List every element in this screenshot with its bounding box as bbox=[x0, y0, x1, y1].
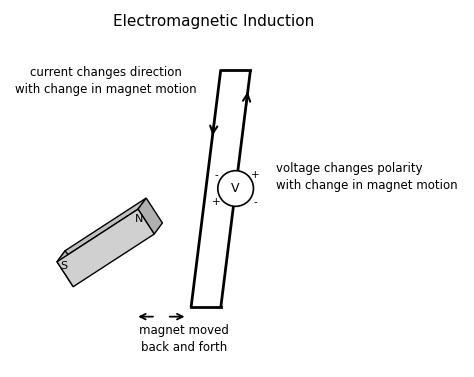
Text: magnet moved
back and forth: magnet moved back and forth bbox=[139, 324, 228, 354]
Text: V: V bbox=[231, 182, 240, 195]
Text: -: - bbox=[214, 170, 218, 180]
Text: Electromagnetic Induction: Electromagnetic Induction bbox=[113, 14, 314, 29]
Polygon shape bbox=[57, 251, 82, 287]
Text: -: - bbox=[253, 197, 257, 207]
Text: voltage changes polarity
with change in magnet motion: voltage changes polarity with change in … bbox=[276, 162, 458, 192]
Text: current changes direction
with change in magnet motion: current changes direction with change in… bbox=[15, 66, 196, 96]
Polygon shape bbox=[138, 198, 163, 234]
Text: S: S bbox=[60, 261, 67, 271]
Polygon shape bbox=[57, 209, 154, 287]
Text: +: + bbox=[251, 170, 259, 180]
Polygon shape bbox=[57, 198, 146, 262]
Circle shape bbox=[218, 171, 254, 206]
Text: N: N bbox=[135, 213, 143, 224]
Text: +: + bbox=[212, 197, 220, 207]
